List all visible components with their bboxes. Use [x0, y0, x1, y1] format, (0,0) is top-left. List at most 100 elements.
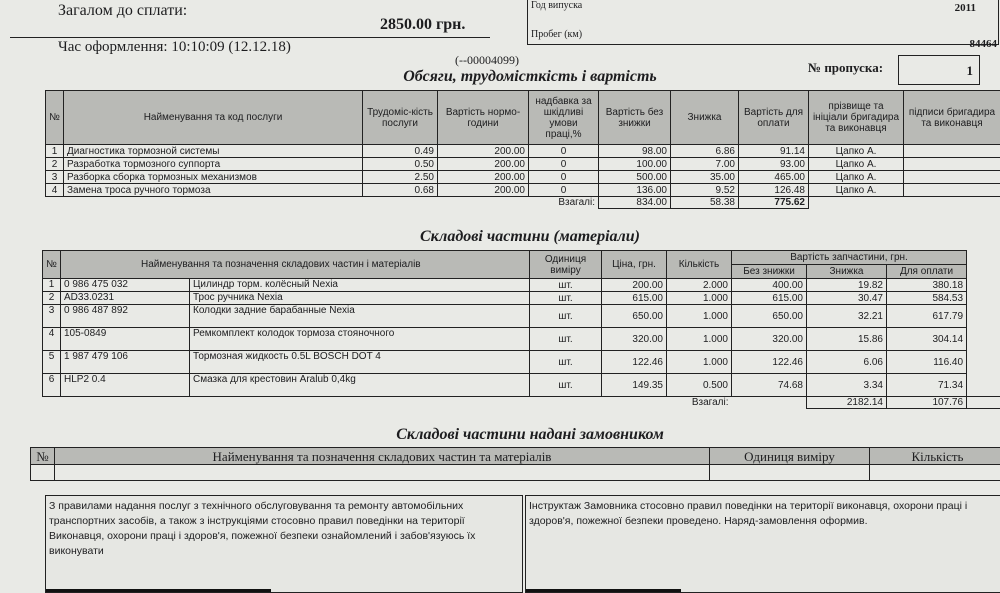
column-header: Вартість без знижки — [599, 91, 671, 145]
table-cell — [31, 465, 55, 481]
totals-label: Взагалі: — [46, 197, 599, 209]
column-header: Одиниця виміру — [530, 251, 602, 279]
doc-code: (--00004099) — [455, 53, 519, 68]
table-cell: 200.00 — [438, 158, 529, 171]
table-cell: 0 — [529, 171, 599, 184]
table-cell: Ремкомплект колодок тормоза стояночного — [190, 328, 530, 351]
total-value: 834.00 — [599, 197, 671, 209]
table-cell: Диагностика тормозной системы — [64, 145, 363, 158]
table-cell — [870, 465, 1000, 481]
table-cell: шт. — [530, 328, 602, 351]
table-cell: 136.00 — [599, 184, 671, 197]
table-cell: шт. — [530, 279, 602, 292]
table-cell: 126.48 — [739, 184, 809, 197]
table-cell: 1.000 — [667, 292, 732, 305]
table-cell: 1.000 — [667, 328, 732, 351]
table-cell: шт. — [530, 292, 602, 305]
table-cell — [904, 184, 1000, 197]
table-cell: Смазка для крестовин Aralub 0,4kg — [190, 374, 530, 397]
column-header: Трудоміс-кість послуги — [363, 91, 438, 145]
instruction-text: Інструктаж Замовника стосовно правил пов… — [529, 500, 967, 527]
table-cell: Цилиндр торм. колёсный Nexia — [190, 279, 530, 292]
table-cell: 30.47 — [807, 292, 887, 305]
acknowledgement-text: З правилами надання послуг з технічного … — [49, 500, 475, 557]
column-header: Кількість — [870, 448, 1000, 465]
table-cell: 400.00 — [732, 279, 807, 292]
table-cell: 105-0849 — [61, 328, 190, 351]
table-cell: 93.00 — [739, 158, 809, 171]
signature-line — [526, 589, 681, 592]
table-cell: 200.00 — [438, 184, 529, 197]
column-header: Найменування та позначення складових час… — [55, 448, 710, 465]
table-cell: шт. — [530, 374, 602, 397]
column-header: № — [46, 91, 64, 145]
table-cell: HLP2 0.4 — [61, 374, 190, 397]
total-value: 2182.14 — [807, 397, 887, 409]
table-cell: 100.00 — [599, 158, 671, 171]
table-cell: 1.000 — [667, 351, 732, 374]
table-cell: 7.00 — [671, 158, 739, 171]
column-header: надбавка за шкідливі умови праці,% — [529, 91, 599, 145]
table-cell: 74.68 — [732, 374, 807, 397]
column-header: Без знижки — [732, 265, 807, 279]
table-cell: Цапко А. — [809, 158, 904, 171]
table-row — [31, 465, 1000, 481]
table-cell: 200.00 — [602, 279, 667, 292]
table-cell: 122.46 — [732, 351, 807, 374]
table-cell: 15.86 — [807, 328, 887, 351]
table-cell — [904, 171, 1000, 184]
table-cell: 0.50 — [363, 158, 438, 171]
table-cell: 320.00 — [602, 328, 667, 351]
table-cell: 35.00 — [671, 171, 739, 184]
table-cell: 1 — [43, 279, 61, 292]
table-cell: 1.000 — [667, 305, 732, 328]
table-cell: Замена троса ручного тормоза — [64, 184, 363, 197]
table-cell: 2.000 — [667, 279, 732, 292]
column-header: Найменування та позначення складових час… — [61, 251, 530, 279]
table-cell: 4 — [46, 184, 64, 197]
table-cell: 650.00 — [732, 305, 807, 328]
total-value: 107.76 — [887, 397, 967, 409]
table-cell: 2 — [43, 292, 61, 305]
time-label: Час оформлення: 10:10:09 (12.12.18) — [58, 39, 291, 56]
table-cell: 98.00 — [599, 145, 671, 158]
column-header: Кількість — [667, 251, 732, 279]
table-cell: 584.53 — [887, 292, 967, 305]
table-cell: 615.00 — [602, 292, 667, 305]
table-cell: 0 — [529, 184, 599, 197]
table-cell: 149.35 — [602, 374, 667, 397]
mileage-label: Пробег (км) — [531, 29, 582, 40]
table-cell: Цапко А. — [809, 171, 904, 184]
table-cell: 0 986 475 032 — [61, 279, 190, 292]
table-cell: 0 986 487 892 — [61, 305, 190, 328]
total-value: 58.38 — [671, 197, 739, 209]
column-header: № — [43, 251, 61, 279]
total-value: 775.62 — [739, 197, 809, 209]
table-cell: 32.21 — [807, 305, 887, 328]
table-cell: 3.34 — [807, 374, 887, 397]
table-cell: шт. — [530, 305, 602, 328]
materials-title: Складові частини (матеріали) — [380, 228, 680, 246]
total-value: 2074.38 — [967, 397, 1000, 409]
table-cell: 1 — [46, 145, 64, 158]
customer-acknowledgement: З правилами надання послуг з технічного … — [45, 495, 523, 593]
table-cell: 0.49 — [363, 145, 438, 158]
table-cell: 200.00 — [438, 145, 529, 158]
mileage-value: 84464 — [970, 38, 998, 50]
vehicle-info-box: Год випуска 2011 Пробег (км) — [527, 0, 999, 45]
table-cell: 2 — [46, 158, 64, 171]
year-value: 2011 — [955, 2, 976, 14]
table-cell: 650.00 — [602, 305, 667, 328]
contractor-instruction: Інструктаж Замовника стосовно правил пов… — [525, 495, 1000, 593]
table-cell: Цапко А. — [809, 145, 904, 158]
